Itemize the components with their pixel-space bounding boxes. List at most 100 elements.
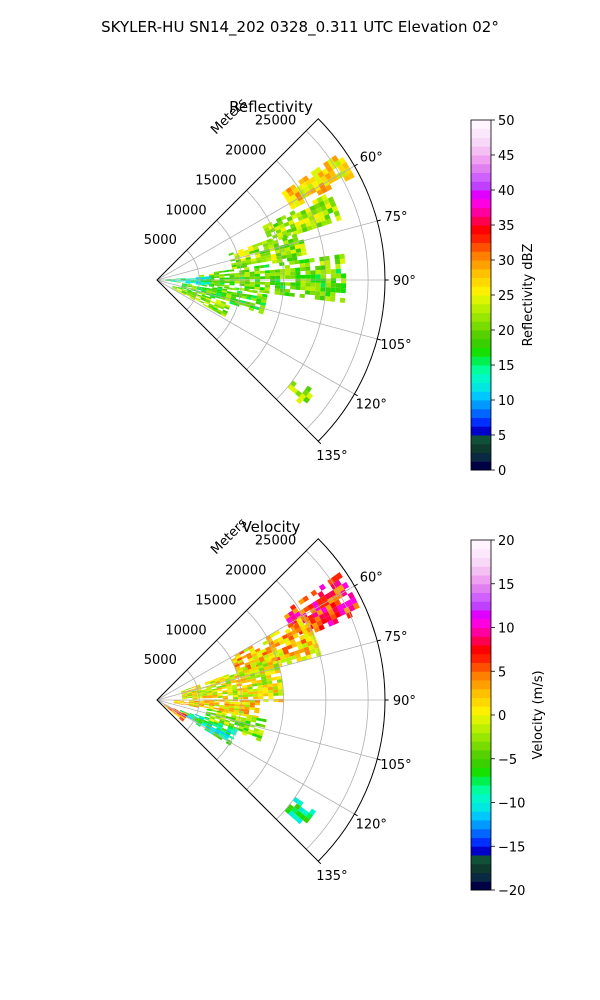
echo-cell xyxy=(183,702,189,704)
echo-cell xyxy=(281,254,287,260)
echo-cell xyxy=(280,282,286,286)
echo-cell xyxy=(196,286,203,289)
echo-cell xyxy=(251,652,258,658)
echo-cell xyxy=(231,684,237,688)
echo-cell xyxy=(293,623,300,630)
colorbar-swatch xyxy=(471,330,491,340)
echo-cell xyxy=(328,169,336,178)
echo-cell xyxy=(180,278,186,280)
colorbar-swatch xyxy=(471,855,491,865)
echo-cell xyxy=(249,276,255,280)
colorbar-tick-label: 50 xyxy=(498,114,515,129)
echo-cell xyxy=(167,707,173,711)
echo-cell xyxy=(228,709,235,713)
echo-cell xyxy=(216,291,222,294)
echo-cell xyxy=(235,298,241,303)
echo-cell xyxy=(208,705,215,708)
echo-cell xyxy=(334,254,340,260)
echo-cell xyxy=(200,292,206,296)
colorbar-swatch xyxy=(471,137,491,147)
echo-cell xyxy=(229,676,236,680)
echo-cell xyxy=(318,583,327,591)
echo-cell xyxy=(190,295,196,300)
echo-cell xyxy=(241,293,248,297)
echo-cell xyxy=(291,252,297,258)
colorbar-swatch xyxy=(471,190,491,200)
echo-cell xyxy=(190,294,197,298)
echo-cell xyxy=(297,215,304,222)
echo-cell xyxy=(289,245,296,251)
echo-cell xyxy=(334,611,342,619)
echo-cell xyxy=(216,292,222,296)
echo-cell xyxy=(224,281,230,284)
echo-cell xyxy=(325,218,333,225)
echo-cell xyxy=(241,680,247,684)
echo-cell xyxy=(237,694,244,698)
echo-cell xyxy=(253,727,260,732)
echo-cell xyxy=(297,228,304,235)
echo-cell xyxy=(232,695,239,698)
echo-cell xyxy=(210,682,216,686)
echo-cell xyxy=(214,677,220,681)
echo-cell xyxy=(205,280,212,282)
echo-cell xyxy=(173,702,179,704)
echo-cell xyxy=(218,270,225,273)
echo-cell xyxy=(231,715,237,719)
echo-cell xyxy=(231,266,238,270)
echo-cell xyxy=(254,268,260,272)
echo-cell xyxy=(261,678,267,683)
echo-cell xyxy=(245,652,252,658)
echo-cell xyxy=(228,722,235,727)
colorbar-swatch xyxy=(471,251,491,261)
echo-cell xyxy=(211,291,217,295)
echo-cell xyxy=(253,666,259,671)
echo-cell xyxy=(200,283,206,286)
echo-cell xyxy=(289,184,297,191)
echo-cell xyxy=(259,264,265,269)
echo-cell xyxy=(188,716,193,720)
echo-cell xyxy=(250,662,256,667)
echo-cell xyxy=(284,268,291,273)
colorbar-tick-label: −20 xyxy=(498,884,525,899)
echo-cell xyxy=(256,650,262,656)
echo-cell xyxy=(214,303,220,308)
echo-cell xyxy=(241,731,248,737)
echo-cell xyxy=(294,201,301,208)
echo-cell xyxy=(260,253,266,257)
echo-cell xyxy=(262,224,269,230)
colorbar-swatch xyxy=(471,312,491,322)
echo-cell xyxy=(229,283,235,286)
echo-cell xyxy=(193,702,200,705)
echo-cell xyxy=(235,665,241,670)
echo-cell xyxy=(271,656,278,662)
echo-cell xyxy=(325,269,331,275)
colorbar-swatch xyxy=(471,452,491,462)
echo-cell xyxy=(258,696,264,700)
echo-cell xyxy=(277,636,284,642)
echo-cell xyxy=(324,592,332,600)
echo-cell xyxy=(315,291,321,296)
echo-cell xyxy=(229,281,235,284)
echo-region xyxy=(283,572,360,637)
echo-cell xyxy=(195,281,201,283)
echo-cell xyxy=(205,277,212,280)
echo-cell xyxy=(311,198,319,206)
echo-cell xyxy=(212,722,219,726)
echo-cell xyxy=(175,281,181,283)
echo-cell xyxy=(239,253,245,257)
echo-cell xyxy=(207,723,213,727)
echo-cell xyxy=(226,291,233,294)
colorbar-swatch xyxy=(471,155,491,165)
echo-cell xyxy=(205,298,211,302)
echo-cell xyxy=(217,287,223,291)
echo-cell xyxy=(181,283,188,286)
echo-cell xyxy=(239,276,245,280)
echo-cell xyxy=(229,701,235,705)
panel-title: Reflectivity xyxy=(229,98,313,116)
echo-cell xyxy=(320,606,328,614)
echo-cell xyxy=(245,720,251,725)
echo-cell xyxy=(279,248,286,253)
echo-cell xyxy=(285,275,291,279)
echo-cell xyxy=(231,291,238,295)
echo-cell xyxy=(262,687,269,691)
